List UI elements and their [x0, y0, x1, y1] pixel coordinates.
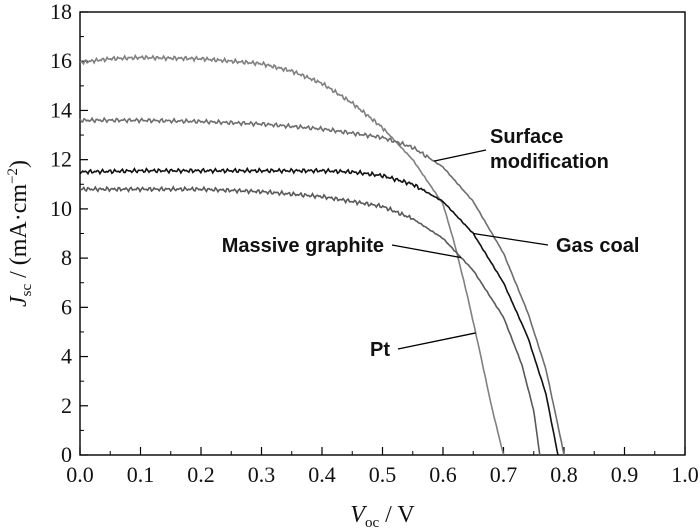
- y-axis-title-symbol: J: [6, 295, 32, 307]
- y-tick-label: 6: [61, 294, 72, 319]
- x-axis-title-unit: / V: [379, 502, 415, 528]
- y-axis-title-subscript: sc: [19, 284, 35, 297]
- series-surface-modification-line: [79, 116, 565, 456]
- y-axis-title-close: ): [6, 160, 32, 168]
- x-tick-label: 0.0: [66, 462, 94, 487]
- x-tick-label: 0.2: [187, 462, 215, 487]
- y-tick-label: 18: [50, 0, 72, 24]
- y-axis-title: Jsc / (mA·cm−2): [5, 160, 35, 307]
- axis-ticks: 0.0 0.1 0.2 0.3 0.4 0.5 0.6 0.7 0.8 0.9 1.0 0 2 4 6 8 10…: [50, 0, 699, 487]
- annotation-gas-leader: [473, 232, 549, 246]
- x-tick-label: 1.0: [671, 462, 699, 487]
- annotation-layer: Surface modification Gas coal Massive graph…: [222, 126, 640, 361]
- y-tick-label: 14: [50, 97, 72, 122]
- x-tick-label: 0.8: [550, 462, 578, 487]
- plot-axes: [79, 11, 686, 456]
- annotation-massive-label: Massive graphite: [222, 235, 384, 257]
- annotation-pt-label: Pt: [370, 339, 390, 361]
- y-axis-title-superscript: −2: [5, 168, 21, 184]
- annotation-gas-label: Gas coal: [556, 235, 639, 257]
- x-axis-title: Voc / V: [350, 502, 415, 530]
- y-tick-label: 16: [50, 48, 72, 73]
- x-tick-label: 0.7: [490, 462, 518, 487]
- x-tick-label: 0.9: [611, 462, 639, 487]
- annotation-surface-label: Surface: [490, 126, 563, 148]
- series-massive-graphite-line: [79, 185, 541, 456]
- y-tick-label: 0: [61, 442, 72, 467]
- x-axis-title-subscript: oc: [365, 515, 380, 530]
- annotation-pt-leader: [397, 332, 476, 350]
- y-tick-label: 12: [50, 147, 72, 172]
- y-tick-label: 2: [61, 393, 72, 418]
- annotation-massive-leader: [391, 244, 462, 259]
- series-layer: [79, 53, 565, 456]
- x-tick-label: 0.1: [127, 462, 155, 487]
- y-tick-label: 8: [61, 245, 72, 270]
- annotation-surface-label: modification: [490, 151, 609, 173]
- y-tick-label: 4: [61, 344, 72, 369]
- x-tick-label: 0.5: [369, 462, 397, 487]
- x-axis-title-symbol: V: [350, 502, 367, 528]
- x-tick-label: 0.3: [248, 462, 276, 487]
- series-gas-coal-line: [79, 166, 559, 456]
- series-pt-line: [79, 53, 505, 455]
- plot-frame: [79, 11, 686, 456]
- x-tick-label: 0.4: [308, 462, 336, 487]
- annotation-surface-leader: [433, 149, 487, 162]
- x-tick-label: 0.6: [429, 462, 457, 487]
- y-axis-title-unit: / (mA·cm: [6, 184, 32, 284]
- y-tick-label: 10: [50, 196, 72, 221]
